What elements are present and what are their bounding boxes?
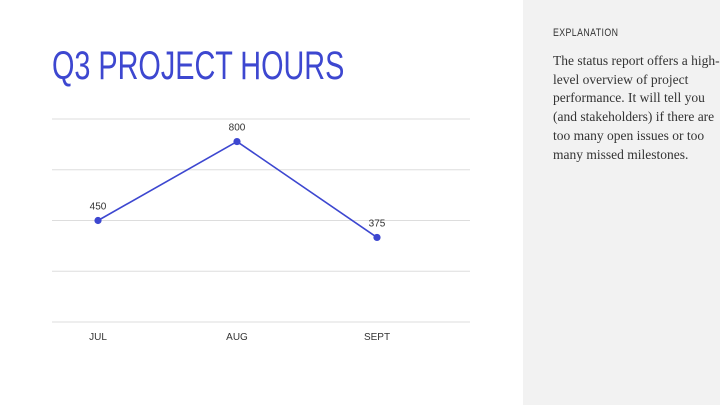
line-chart: 450 800 375 JUL AUG SEPT — [52, 118, 470, 343]
data-label: 375 — [369, 218, 386, 229]
data-label: 450 — [90, 202, 107, 213]
explanation-panel: EXPLANATION The status report offers a h… — [523, 0, 720, 405]
explanation-text: The status report offers a high-level ov… — [553, 53, 720, 162]
data-point — [94, 216, 102, 225]
x-tick-label: SEPT — [364, 332, 390, 343]
x-tick-label: AUG — [226, 332, 248, 343]
page-title: Q3 PROJECT HOURS — [52, 44, 345, 88]
data-point — [233, 137, 241, 146]
x-tick-label: JUL — [89, 332, 107, 343]
data-point — [373, 233, 381, 242]
explanation-label: EXPLANATION — [553, 27, 619, 39]
data-label: 800 — [229, 123, 246, 134]
series-line — [97, 140, 378, 239]
